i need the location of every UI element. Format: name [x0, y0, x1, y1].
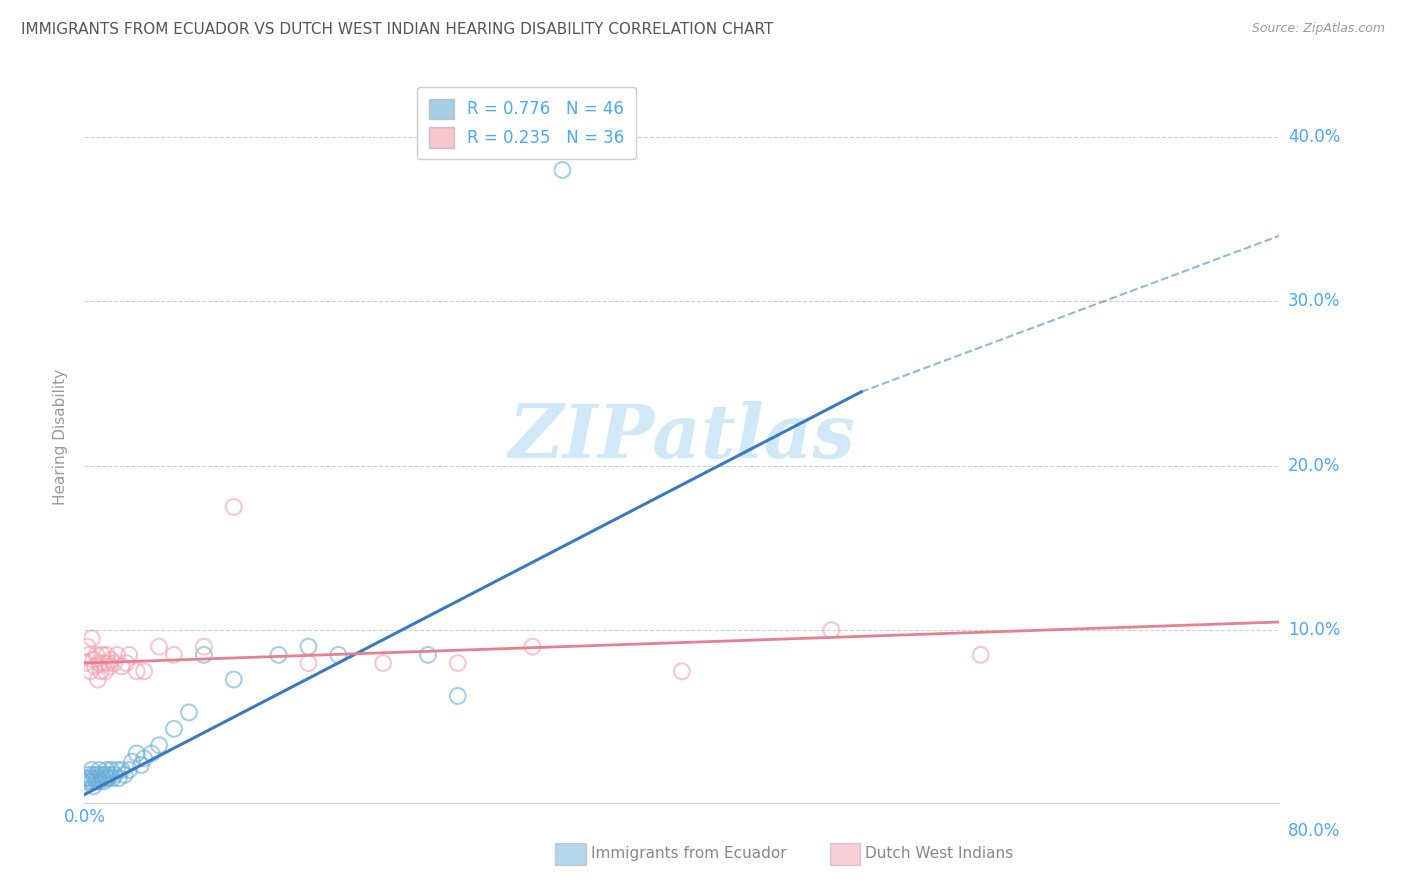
Point	[77, 648, 100, 662]
Point	[97, 656, 120, 670]
Point	[115, 656, 138, 670]
Point	[89, 774, 111, 789]
Text: Immigrants from Ecuador: Immigrants from Ecuador	[591, 847, 786, 861]
Point	[297, 640, 319, 654]
Text: Dutch West Indians: Dutch West Indians	[865, 847, 1012, 861]
Text: 10.0%: 10.0%	[1288, 621, 1340, 640]
Point	[222, 673, 245, 687]
Point	[193, 648, 215, 662]
Text: 30.0%: 30.0%	[1288, 293, 1340, 310]
Point	[91, 648, 114, 662]
Point	[101, 771, 124, 785]
Point	[83, 771, 105, 785]
Point	[416, 648, 439, 662]
Point	[80, 774, 103, 789]
Point	[87, 673, 110, 687]
Y-axis label: Hearing Disability: Hearing Disability	[53, 369, 69, 505]
Point	[82, 653, 104, 667]
Point	[90, 768, 112, 782]
Text: ZIPatlas: ZIPatlas	[509, 401, 855, 474]
Point	[91, 771, 114, 785]
Point	[671, 665, 693, 679]
Point	[121, 755, 143, 769]
Point	[163, 648, 186, 662]
Point	[90, 665, 112, 679]
Point	[447, 656, 470, 670]
Point	[89, 763, 111, 777]
Legend: R = 0.776   N = 46, R = 0.235   N = 36: R = 0.776 N = 46, R = 0.235 N = 36	[418, 87, 636, 160]
Point	[96, 763, 118, 777]
Point	[111, 763, 134, 777]
Point	[86, 648, 108, 662]
Point	[75, 771, 97, 785]
Point	[297, 656, 319, 670]
Point	[82, 768, 104, 782]
Point	[94, 665, 117, 679]
Text: 20.0%: 20.0%	[1288, 457, 1340, 475]
Point	[76, 774, 98, 789]
Point	[125, 747, 148, 761]
Point	[267, 648, 290, 662]
Point	[129, 758, 152, 772]
Point	[105, 648, 128, 662]
Point	[148, 640, 170, 654]
Point	[93, 656, 115, 670]
Point	[86, 768, 108, 782]
Point	[522, 640, 544, 654]
Point	[447, 689, 470, 703]
Point	[79, 771, 101, 785]
Point	[79, 665, 101, 679]
Point	[103, 656, 125, 670]
Point	[118, 763, 141, 777]
Point	[83, 659, 105, 673]
Point	[77, 768, 100, 782]
Point	[328, 648, 350, 662]
Point	[163, 722, 186, 736]
Point	[96, 648, 118, 662]
Point	[89, 656, 111, 670]
Point	[80, 632, 103, 646]
Point	[114, 768, 136, 782]
Point	[118, 648, 141, 662]
Point	[80, 763, 103, 777]
Text: IMMIGRANTS FROM ECUADOR VS DUTCH WEST INDIAN HEARING DISABILITY CORRELATION CHAR: IMMIGRANTS FROM ECUADOR VS DUTCH WEST IN…	[21, 22, 773, 37]
Point	[148, 739, 170, 753]
Point	[93, 774, 115, 789]
Point	[76, 640, 98, 654]
Point	[75, 656, 97, 670]
Point	[103, 768, 125, 782]
Point	[98, 768, 121, 782]
Point	[132, 665, 156, 679]
Point	[107, 771, 129, 785]
Point	[82, 780, 104, 794]
Point	[125, 665, 148, 679]
Point	[97, 771, 120, 785]
Point	[177, 706, 200, 720]
Point	[371, 656, 394, 670]
Point	[94, 768, 117, 782]
Point	[970, 648, 993, 662]
Point	[820, 624, 842, 638]
Point	[105, 763, 128, 777]
Text: 80.0%: 80.0%	[1288, 822, 1340, 840]
Point	[551, 163, 574, 178]
Text: 40.0%: 40.0%	[1288, 128, 1340, 146]
Point	[141, 747, 163, 761]
Point	[111, 659, 134, 673]
Point	[222, 500, 245, 514]
Point	[86, 774, 108, 789]
Point	[98, 659, 121, 673]
Point	[193, 640, 215, 654]
Point	[87, 771, 110, 785]
Text: Source: ZipAtlas.com: Source: ZipAtlas.com	[1251, 22, 1385, 36]
Point	[100, 653, 122, 667]
Point	[100, 763, 122, 777]
Point	[96, 771, 118, 785]
Point	[132, 751, 156, 765]
